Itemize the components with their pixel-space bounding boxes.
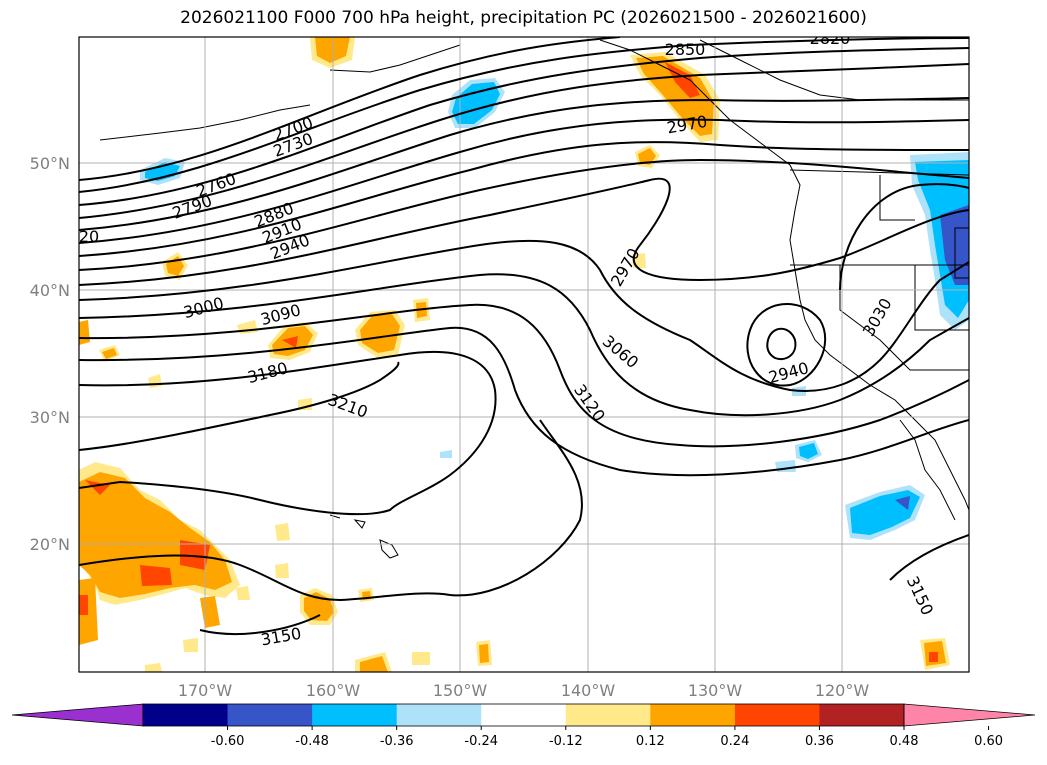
colorbar-tick-label: -0.12 bbox=[549, 734, 583, 749]
colorbar-segment bbox=[819, 704, 905, 726]
colorbar-tick-label: -0.24 bbox=[464, 734, 498, 749]
lat-label: 20°N bbox=[30, 535, 70, 554]
lat-label: 50°N bbox=[30, 154, 70, 173]
colorbar-extend-high bbox=[903, 703, 1036, 727]
colorbar-segment bbox=[312, 704, 398, 726]
map-title: 2026021100 F000 700 hPa height, precipit… bbox=[180, 8, 867, 28]
latitude-labels: 50°N 40°N 30°N 20°N bbox=[30, 154, 70, 554]
lat-label: 40°N bbox=[30, 281, 70, 300]
contour-label: 2820 bbox=[810, 29, 851, 48]
colorbar-tick-label: -0.60 bbox=[211, 734, 245, 749]
colorbar-extend-low bbox=[11, 703, 144, 727]
colorbar-segment bbox=[396, 704, 482, 726]
colorbar-tick-labels: -0.60 -0.48 -0.36 -0.24 -0.12 0.12 0.24 0.36 0.4… bbox=[211, 726, 1003, 749]
colorbar-segment bbox=[227, 704, 313, 726]
colorbar-segment bbox=[143, 704, 229, 726]
colorbar-tick-label: 0.60 bbox=[974, 734, 1003, 749]
colorbar-segment bbox=[734, 704, 820, 726]
lat-label: 30°N bbox=[30, 408, 70, 427]
contour-label: 2850 bbox=[665, 40, 706, 59]
colorbar-tick-label: 0.12 bbox=[636, 734, 665, 749]
colorbar-tick-label: -0.48 bbox=[295, 734, 329, 749]
colorbar-tick-label: -0.36 bbox=[380, 734, 414, 749]
colorbar-tick-label: 0.48 bbox=[890, 734, 919, 749]
lon-label: 130°W bbox=[688, 681, 743, 700]
colorbar-frame bbox=[142, 703, 905, 727]
colorbar-tick-label: 0.24 bbox=[720, 734, 749, 749]
lon-label: 150°W bbox=[433, 681, 488, 700]
lon-label: 120°W bbox=[815, 681, 870, 700]
colorbar bbox=[11, 703, 1036, 727]
longitude-labels: 170°W 160°W 150°W 140°W 130°W 120°W bbox=[178, 681, 870, 700]
colorbar-tick-label: 0.36 bbox=[805, 734, 834, 749]
height-contours bbox=[79, 37, 969, 635]
colorbar-segment bbox=[650, 704, 736, 726]
map-frame bbox=[78, 36, 970, 673]
colorbar-segment bbox=[565, 704, 651, 726]
lon-label: 170°W bbox=[178, 681, 233, 700]
lon-label: 140°W bbox=[561, 681, 616, 700]
lon-label: 160°W bbox=[306, 681, 361, 700]
colorbar-segment bbox=[481, 704, 567, 726]
contour-label: 20 bbox=[79, 227, 99, 246]
